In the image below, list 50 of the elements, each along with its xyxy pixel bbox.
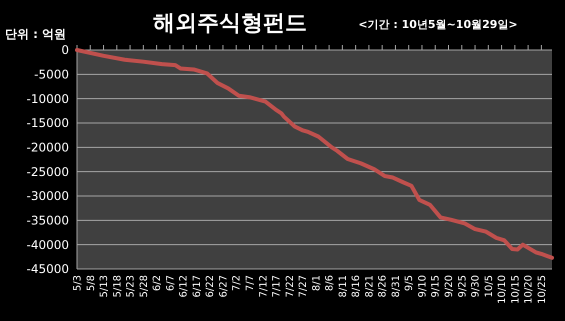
x-tick-label: 8/1	[311, 275, 322, 292]
y-tick-label: -35000	[26, 214, 69, 228]
x-tick-label: 5/13	[99, 275, 110, 298]
x-tick-label: 9/15	[430, 275, 442, 298]
chart-title: 해외주식형펀드	[153, 11, 307, 36]
x-tick-label: 8/11	[338, 275, 349, 298]
y-tick-label: -10000	[26, 92, 69, 106]
x-tick-label: 5/3	[72, 275, 84, 292]
x-tick-label: 6/17	[192, 275, 203, 298]
y-tick-label: -5000	[34, 68, 69, 82]
y-tick-label: -45000	[26, 262, 69, 276]
x-tick-label: 5/8	[86, 275, 97, 292]
x-tick-label: 10/20	[524, 275, 535, 304]
y-axis-title: 단위 : 억원	[5, 27, 66, 41]
chart-subtitle: <기간 : 10년5월~10월29일>	[358, 18, 518, 31]
line-series	[75, 48, 554, 260]
x-tick-label: 7/27	[298, 275, 310, 298]
x-tick-label: 5/23	[126, 275, 137, 298]
x-tick-label: 7/22	[284, 275, 296, 298]
y-tick-label: -40000	[26, 238, 69, 252]
y-tick-label: -30000	[26, 189, 69, 204]
x-tick-label: 9/25	[457, 275, 468, 298]
x-tick-label: 8/16	[351, 275, 362, 298]
y-tick-label: -25000	[26, 164, 69, 179]
x-tick-label: 10/5	[484, 275, 495, 298]
x-tick-label: 5/28	[138, 275, 150, 298]
x-tick-label: 8/6	[324, 275, 336, 292]
x-tick-label: 6/27	[218, 275, 230, 298]
x-tick-label: 10/10	[497, 275, 508, 304]
y-tick-label: 0	[61, 43, 69, 58]
x-tick-label: 6/7	[165, 275, 176, 292]
x-tick-label: 5/18	[112, 275, 124, 298]
x-tick-label: 9/10	[417, 275, 428, 298]
x-tick-label: 7/2	[232, 275, 243, 292]
x-tick-label: 10/15	[510, 275, 522, 304]
y-tick-label: -20000	[26, 140, 69, 155]
x-tick-label: 7/7	[244, 275, 256, 292]
x-tick-label: 6/22	[205, 275, 216, 298]
x-tick-label: 8/31	[390, 275, 402, 298]
x-tick-label: 9/30	[470, 275, 482, 298]
x-tick-label: 9/5	[404, 275, 416, 292]
x-tick-label: 7/12	[258, 275, 270, 298]
x-tick-label: 9/20	[444, 275, 456, 298]
x-tick-label: 6/2	[152, 275, 164, 292]
x-tick-label: 6/12	[178, 275, 190, 298]
x-tick-label: 10/25	[536, 275, 548, 304]
y-tick-label: -15000	[26, 116, 69, 130]
x-tick-label: 8/21	[364, 275, 376, 298]
x-tick-label: 7/17	[272, 275, 283, 298]
x-tick-label: 8/26	[378, 275, 389, 298]
